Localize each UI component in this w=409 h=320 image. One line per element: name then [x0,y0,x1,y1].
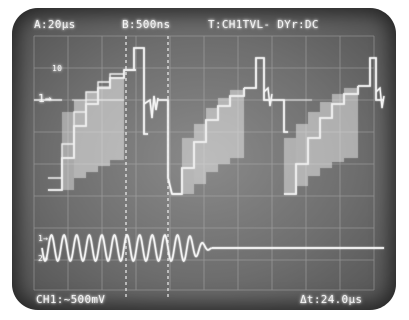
graticule [33,35,375,291]
horizontal-b-readout: B:500ns [122,18,171,31]
ch2-burst-trace [41,233,384,263]
oscilloscope-screen: A:20µs B:500ns T:CH1TVL- DYr:DC 10 1→ 1→… [12,8,396,310]
ch1-ground-marker: 1→ [38,92,52,105]
trigger-readout: T:CH1TVL- DYr:DC [208,18,319,31]
oscilloscope-display [33,35,385,298]
level-marker-top: 10 [52,64,63,73]
delta-time-readout: Δt:24.0µs [300,293,363,306]
ch2-marker-1: 1→ [38,234,49,243]
ch2-marker-2: 2→ [38,254,49,263]
ch1-scale-readout: CH1:~500mV [36,293,106,306]
time-cursors[interactable] [125,36,169,298]
horizontal-a-readout: A:20µs [34,18,76,31]
ch1-staircase-trace [34,47,385,195]
